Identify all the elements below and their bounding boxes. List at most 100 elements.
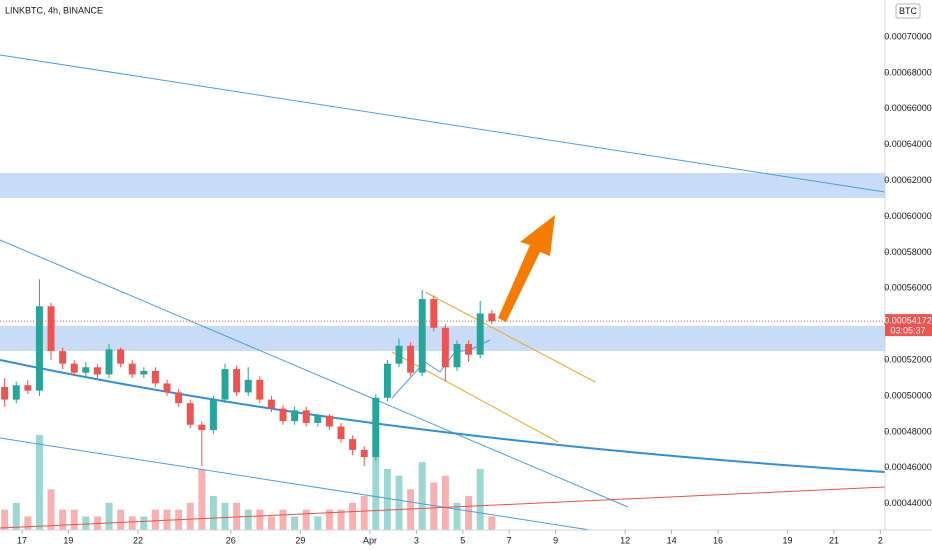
candle-body [151,370,159,384]
x-tick-label: 19 [783,535,793,545]
volume-bar [1,509,9,530]
volume-bar [476,468,484,530]
y-tick-label: 0.00048000 [884,426,932,436]
volume-layer [1,435,496,530]
last-price-box [885,314,932,337]
volume-bar [221,502,229,530]
volume-bar [186,502,194,530]
candle-body [395,345,403,364]
candle-body [418,299,426,373]
candle-body [140,370,148,375]
x-tick-label: Apr [363,535,377,545]
last-price-label: 0.00054172 [884,315,932,325]
volume-bar [267,516,275,530]
x-tick-label: 16 [713,535,723,545]
candle-body [407,345,415,373]
volume-bar [441,475,449,530]
candle-body [488,313,496,322]
candle-body [1,387,9,400]
currency: BTC [899,6,918,16]
arrow [498,215,555,322]
y-tick-label: 0.00066000 [884,103,932,113]
volume-bar [302,509,310,530]
chart-title: LINKBTC, 4h, BINANCE [5,5,103,15]
x-tick-label: 19 [63,535,73,545]
y-tick-label: 0.00058000 [884,247,932,257]
volume-bar [47,489,55,530]
x-tick-label: 14 [667,535,677,545]
volume-bar [395,475,403,530]
volume-bar [198,468,206,530]
x-tick-label: 29 [295,535,305,545]
x-tick-label: 2 [878,535,883,545]
x-tick-label: 3 [414,535,419,545]
candle-body [221,369,229,400]
volume-bar [360,496,368,530]
x-tick-label: 26 [226,535,236,545]
volume-bar [291,516,299,530]
volume-bar [349,502,357,530]
resistance-zone [0,173,885,198]
trend-line [0,239,629,508]
currency-box [895,3,921,19]
candle-body [117,349,125,364]
volume-bar [35,435,43,530]
volume-bar [209,496,217,530]
candle-body [453,343,461,368]
candle-body [267,399,275,409]
candle-body [302,410,310,423]
x-tick-label: 21 [829,535,839,545]
channel-line [424,291,596,383]
candle-body [349,439,357,450]
volume-bar [12,502,20,530]
y-tick-label: 0.00060000 [884,211,932,221]
candle-body [175,392,183,404]
candle-body [93,367,101,375]
candle-body [186,403,194,425]
volume-bar [128,516,136,530]
candle-body [105,349,113,375]
y-tick-label: 0.00044000 [884,498,932,508]
volume-bar [430,482,438,530]
candle-body [24,385,32,391]
candle-body [441,327,449,368]
candle-body [59,351,67,364]
trend-line [0,486,886,529]
volume-bar [105,502,113,530]
trend-line [0,437,591,531]
volume-bar [256,509,264,530]
volume-bar [383,468,391,530]
volume-bar [140,516,148,530]
candle-body [383,363,391,398]
y-tick-label: 0.00070000 [884,31,932,41]
candle-body [12,385,20,400]
candle-body [82,367,90,373]
volume-bar [82,516,90,530]
volume-bar [325,509,333,530]
volume-bar [233,502,241,530]
x-tick-label: 17 [17,535,27,545]
candle-body [35,306,43,391]
volume-bar [372,455,380,530]
candle-body [70,363,78,373]
candles [1,279,496,467]
candle-body [465,343,473,355]
candle-body [325,415,333,427]
trend-curve [0,359,886,473]
volume-bar [407,489,415,530]
candle-body [291,410,299,422]
trend-line [0,54,886,193]
volume-bar [465,496,473,530]
x-tick-label: 12 [620,535,630,545]
candle-body [314,415,322,423]
y-tick-label: 0.00068000 [884,67,932,77]
candle-body [163,383,171,393]
candle-body [128,363,136,375]
volume-bar [279,509,287,530]
volume-bar [70,509,78,530]
y-tick-label: 0.00064000 [884,139,932,149]
candle-body [372,397,380,458]
